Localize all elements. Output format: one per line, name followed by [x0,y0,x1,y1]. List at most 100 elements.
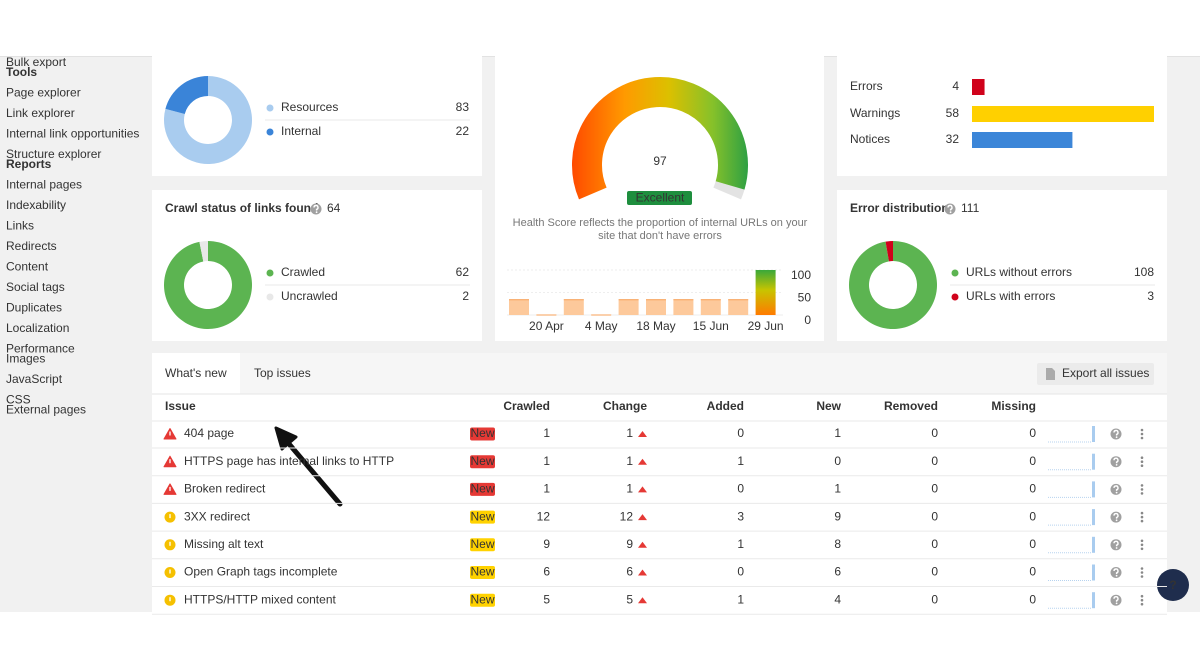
issue-name[interactable]: HTTPS/HTTP mixed content [184,592,336,606]
cell: 0 [931,454,938,468]
row-menu[interactable] [1140,484,1144,487]
sidebar-link[interactable]: Structure explorer [6,147,101,161]
row-menu[interactable] [1140,515,1144,519]
sidebar-link[interactable]: Bulk export [6,55,67,69]
legend-value: 108 [1134,265,1154,279]
help-button[interactable] [1157,569,1189,601]
column-header: Change [603,399,647,413]
help-icon-dot [1115,519,1118,522]
issue-name[interactable]: 3XX redirect [184,509,251,523]
sidebar-link[interactable]: JavaScript [6,372,63,386]
help-icon-glyph [1113,540,1119,547]
help-icon-glyph [313,204,319,211]
cell: 6 [834,565,841,579]
y-tick-label: 0 [804,313,811,327]
cell: 3 [737,509,744,523]
sidebar-link[interactable]: Redirects [6,239,57,253]
sidebar-link[interactable]: Internal pages [6,178,82,192]
row-menu[interactable] [1140,436,1144,440]
help-icon-glyph [1113,568,1119,574]
row-menu[interactable] [1140,539,1144,543]
history-bar [755,270,776,315]
legend-dot [951,293,959,301]
trend-up [638,486,647,493]
sparkline-bar [1092,426,1095,442]
legend-dot [266,269,274,277]
row-menu[interactable] [1140,460,1144,464]
help-icon-glyph [1113,596,1119,602]
cell: 1 [626,454,633,468]
rating-label: Excellent [636,191,685,205]
sidebar-link[interactable]: Performance [6,342,75,356]
summary-label: Warnings [850,106,900,120]
y-tick-label: 50 [798,291,812,305]
sidebar-link[interactable]: Images [6,352,45,366]
tab[interactable]: Top issues [254,366,311,380]
help-icon-dot [1115,602,1118,605]
sidebar-heading: Reports [6,157,52,171]
new-badge-label: New [470,454,494,468]
sidebar-link[interactable]: Content [6,260,49,274]
history-bar [646,299,666,315]
sidebar-link[interactable]: Localization [6,321,69,335]
help-icon-glyph [1113,457,1119,464]
legend-value: 22 [456,124,470,138]
new-badge [470,482,495,496]
sidebar-link[interactable]: Link explorer [6,106,75,120]
issue-name[interactable]: HTTPS page has internal links to HTTP [184,454,394,468]
sidebar-link[interactable]: Duplicates [6,301,62,315]
cell: 6 [543,565,550,579]
cell: 0 [931,426,938,440]
row-menu[interactable] [1140,492,1144,495]
sidebar-link[interactable]: Internal link opportunities [6,127,139,141]
row-menu[interactable] [1140,543,1144,547]
row-menu[interactable] [1140,464,1144,468]
sparkline-bar [1092,536,1095,553]
issue-name[interactable]: 404 page [184,426,234,440]
row-menu[interactable] [1140,456,1144,460]
sparkline-bar [1092,509,1095,526]
row-menu[interactable] [1140,428,1144,432]
sidebar-link[interactable]: Indexability [6,198,66,212]
cell: 0 [834,454,841,468]
new-badge-label: New [470,509,494,523]
tab[interactable]: What's new [165,366,227,380]
help-button-label[interactable]: ? [1169,578,1176,592]
sidebar-link[interactable]: Links [6,219,34,233]
donut-slice [199,241,208,262]
new-badge-label: New [470,565,494,579]
sidebar-link[interactable]: External pages [6,403,86,417]
new-badge [470,538,495,552]
row-menu[interactable] [1140,488,1144,491]
export-button[interactable] [1037,363,1154,385]
help-icon-dot [315,211,318,214]
summary-label: Notices [850,132,890,146]
sidebar-link[interactable]: Social tags [6,280,65,294]
new-badge [470,427,495,441]
issue-name[interactable]: Missing alt text [184,537,264,551]
cell: 0 [1029,482,1036,496]
row-menu[interactable] [1140,602,1144,606]
sidebar-link[interactable]: Page explorer [6,86,81,100]
tab-bar [240,353,1167,394]
row-menu[interactable] [1140,575,1144,578]
sidebar-link[interactable]: CSS [6,393,31,407]
row-menu[interactable] [1140,511,1144,515]
card-title: Crawl status of links found [165,201,318,215]
new-badge-label: New [470,537,494,551]
issue-name[interactable]: Broken redirect [184,482,266,496]
issue-name[interactable]: Open Graph tags incomplete [184,565,338,579]
help-icon-dot [1115,547,1118,549]
row-menu[interactable] [1140,594,1144,598]
row-menu[interactable] [1140,567,1144,570]
row-menu[interactable] [1140,432,1144,436]
row-menu[interactable] [1140,598,1144,602]
column-header: Crawled [503,399,550,413]
row-menu[interactable] [1140,519,1144,523]
cell: 5 [543,592,550,606]
legend-label: Crawled [281,265,325,279]
row-menu[interactable] [1140,547,1144,551]
row-menu[interactable] [1140,571,1144,574]
